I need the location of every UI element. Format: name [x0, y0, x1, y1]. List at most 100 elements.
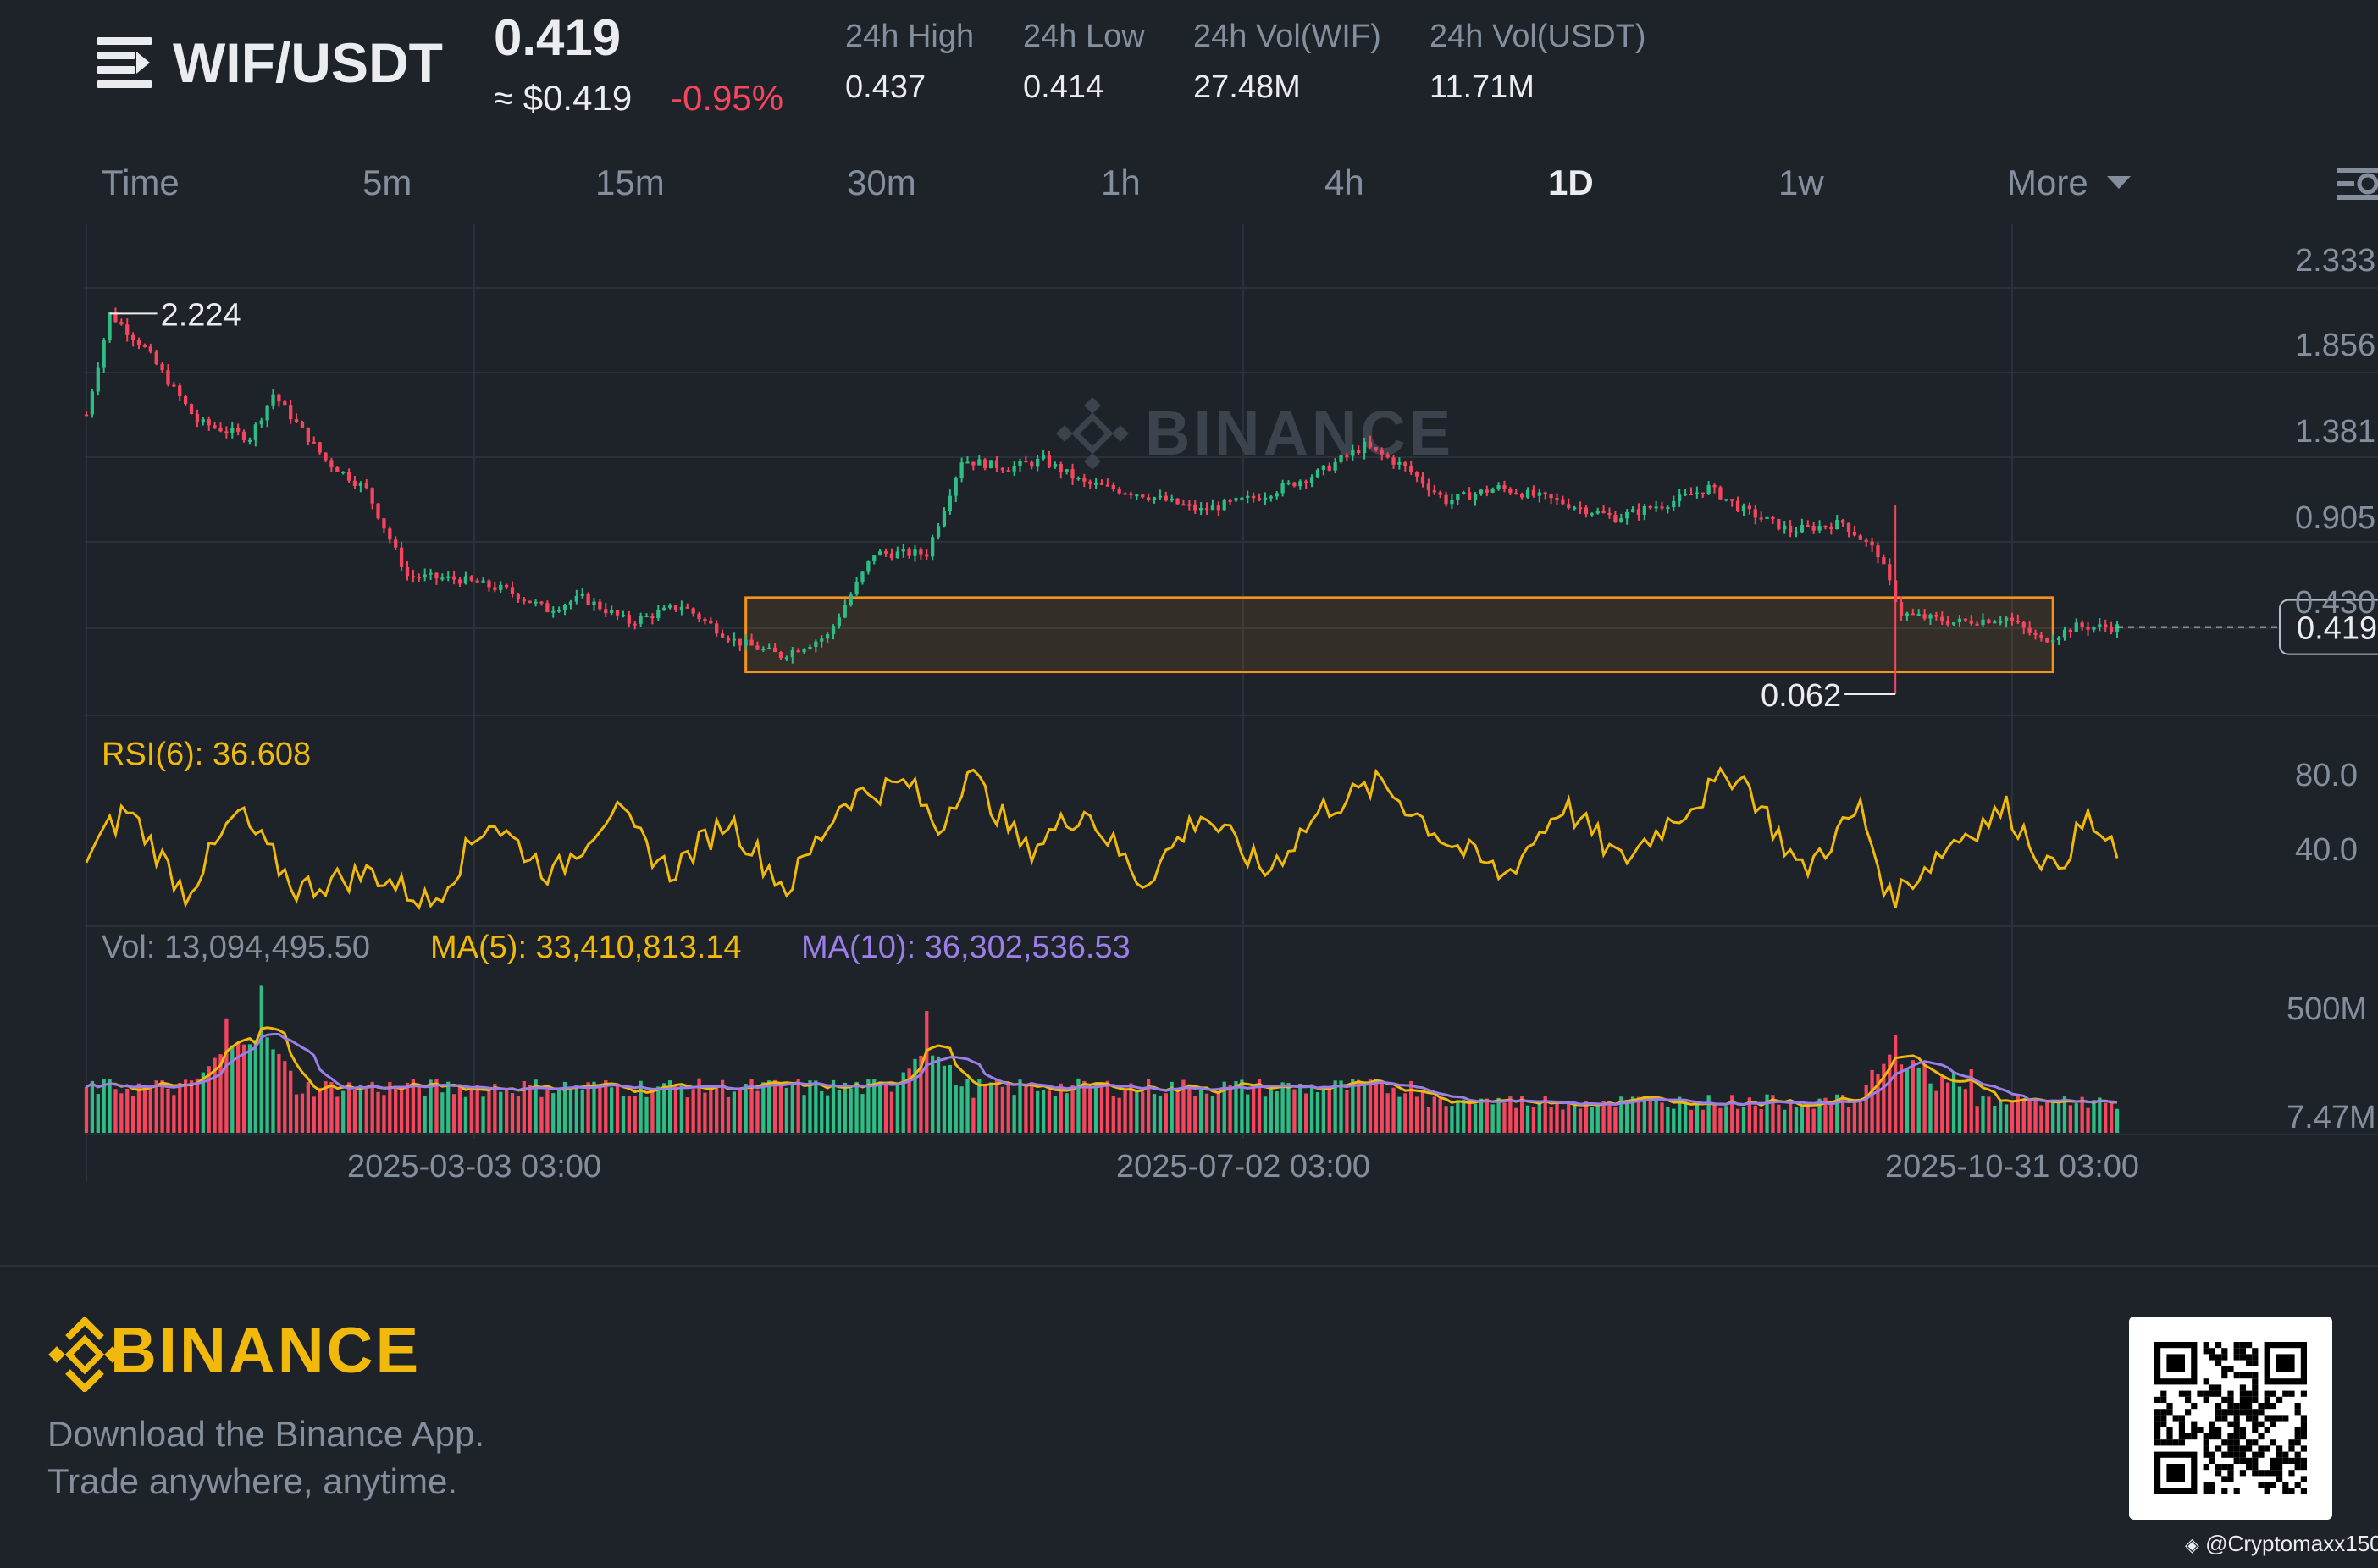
last-price-tag	[2279, 599, 2378, 655]
tab-15m[interactable]: 15m	[595, 163, 665, 202]
volume-bar	[1777, 1104, 1781, 1133]
candle-body	[1741, 505, 1746, 511]
binance-logo-icon	[48, 1317, 121, 1392]
volume-bar	[1724, 1106, 1728, 1133]
tab-more[interactable]: More	[2007, 163, 2088, 202]
candle-body	[300, 422, 305, 428]
candle-body	[1164, 495, 1168, 501]
tab-1w[interactable]: 1w	[1778, 163, 1824, 202]
candle-body	[528, 600, 532, 603]
volume-bar	[1333, 1080, 1337, 1133]
credit-text: ◈ @Cryptomaxx150	[2185, 1531, 2378, 1557]
volume-bar	[977, 1079, 982, 1133]
volume-bar	[2045, 1101, 2049, 1133]
volume-bar	[294, 1094, 299, 1133]
volume-bar	[1485, 1098, 1489, 1133]
candle-body	[615, 610, 620, 616]
candle-body	[224, 431, 229, 433]
tab-4h[interactable]: 4h	[1324, 163, 1364, 202]
candle-body	[2027, 627, 2032, 633]
volume-bar	[405, 1082, 410, 1133]
pair-title[interactable]: WIF/USDT	[173, 31, 443, 94]
volume-bar	[580, 1090, 584, 1133]
candle-body	[1672, 500, 1676, 508]
volume-bar	[1164, 1093, 1168, 1133]
candle-body	[1788, 525, 1793, 533]
volume-bar	[1240, 1079, 1244, 1133]
volume-bar	[2010, 1100, 2015, 1133]
candle-body	[878, 551, 882, 556]
candle-body	[837, 617, 842, 627]
candle-body	[1397, 462, 1402, 465]
volume-bar	[1088, 1088, 1092, 1133]
candle-body	[1444, 494, 1448, 505]
volume-bar	[644, 1096, 649, 1133]
volume-bar	[247, 1044, 252, 1133]
volume-bar	[604, 1080, 608, 1133]
volume-bar	[959, 1086, 964, 1133]
candle-body	[1228, 500, 1232, 502]
candle-body	[1152, 497, 1157, 500]
price-chart[interactable]: BINANCE 2.224 0.062 0.419 2.333 1.856 1.381 0…	[0, 0, 2378, 1202]
ma10-label: MA(10): 36,302,536.53	[801, 930, 1131, 965]
candle-body	[1981, 619, 1985, 625]
price-tick-label: 0.905	[2295, 500, 2375, 536]
volume-bar	[1987, 1096, 1991, 1133]
candle-body	[1199, 507, 1203, 511]
candle-body	[1969, 620, 1973, 624]
volume-bar	[1006, 1081, 1010, 1133]
candle-body	[346, 471, 351, 481]
candle-body	[562, 605, 567, 610]
qr-code[interactable]	[2129, 1317, 2332, 1520]
candle-body	[883, 551, 888, 554]
tab-30m[interactable]: 30m	[847, 163, 916, 202]
price-change: -0.95%	[671, 78, 784, 118]
volume-bar	[784, 1087, 789, 1133]
volume-bar	[703, 1092, 707, 1133]
candle-body	[1829, 527, 1833, 529]
volume-bar	[825, 1095, 830, 1133]
volume-bar	[1380, 1083, 1384, 1133]
candle-body	[715, 623, 719, 634]
candle-body	[1928, 614, 1933, 619]
volume-bar	[1625, 1100, 1629, 1133]
candle-body	[1099, 483, 1104, 485]
volume-bar	[755, 1090, 760, 1133]
chevron-down-icon[interactable]	[2107, 176, 2131, 189]
tab-5m[interactable]: 5m	[362, 163, 412, 202]
volume-bar	[1993, 1106, 1997, 1133]
menu-icon[interactable]	[97, 37, 152, 90]
volume-bar	[1490, 1104, 1495, 1133]
volume-bar	[1327, 1086, 1331, 1133]
volume-bar	[1129, 1083, 1133, 1133]
chart-settings-icon[interactable]	[2334, 163, 2378, 205]
volume-bar	[621, 1096, 626, 1133]
volume-bar	[1730, 1095, 1734, 1133]
tab-1h[interactable]: 1h	[1101, 163, 1141, 202]
tab-time[interactable]: Time	[102, 163, 180, 202]
volume-bar	[2092, 1100, 2096, 1133]
rsi-label: RSI(6): 36.608	[102, 737, 312, 772]
candle-body	[959, 462, 964, 478]
volume-bar	[709, 1089, 713, 1133]
candle-body	[399, 547, 404, 567]
candle-body	[656, 610, 661, 619]
volume-bar	[1706, 1095, 1711, 1133]
tab-1d[interactable]: 1D	[1548, 163, 1594, 202]
candle-body	[1351, 450, 1355, 456]
volume-bar	[475, 1085, 479, 1133]
volume-bar	[1975, 1106, 1979, 1133]
volume-bar	[312, 1096, 316, 1133]
candle-body	[493, 587, 497, 590]
volume-bar	[324, 1081, 328, 1133]
candle-body	[259, 420, 263, 425]
candle-body	[1951, 622, 1956, 625]
candle-body	[1882, 557, 1886, 565]
volume-bar	[1712, 1105, 1717, 1133]
volume-bar	[1940, 1076, 1944, 1133]
candle-body	[586, 593, 590, 605]
candle-body	[1065, 469, 1069, 472]
candle-body	[534, 601, 538, 604]
volume-bar	[1695, 1104, 1699, 1133]
candle-body	[1070, 469, 1075, 479]
